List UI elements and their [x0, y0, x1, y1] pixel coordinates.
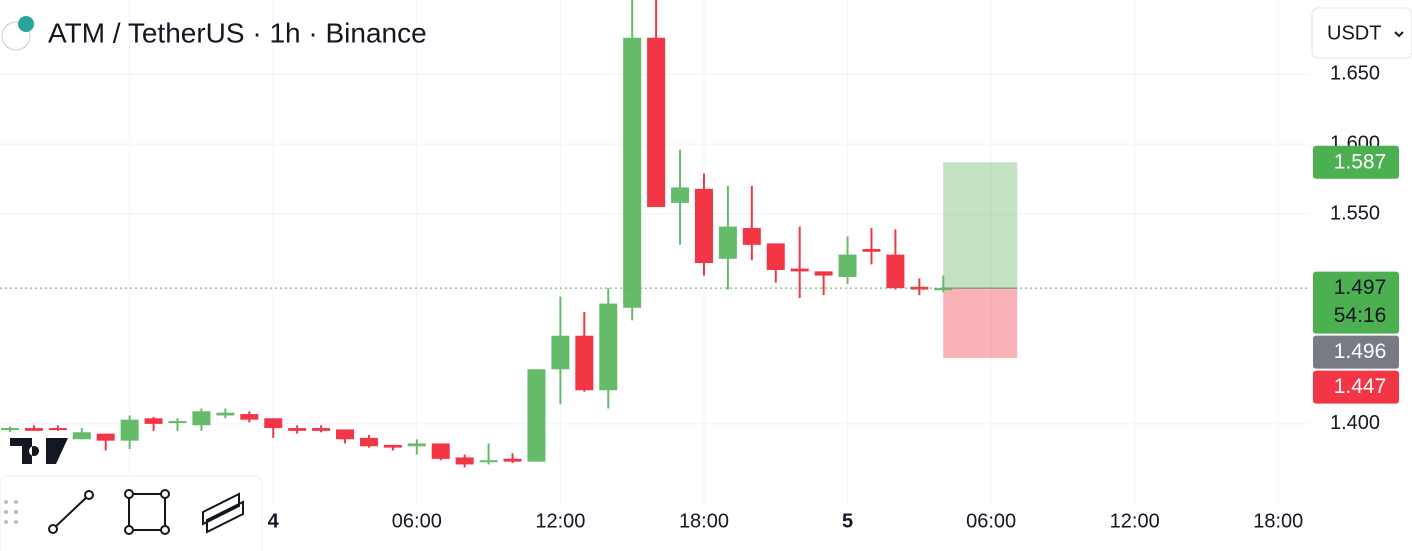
candle-body [359, 437, 378, 447]
price-label: 1.496 [1334, 340, 1387, 363]
candle-body [72, 432, 91, 440]
x-tick-label: 06:00 [392, 510, 442, 532]
candle-body [383, 444, 402, 448]
candle-body [934, 288, 953, 291]
candle-body [120, 419, 139, 441]
candle-body [527, 369, 546, 462]
candle-body [838, 254, 857, 277]
chart-title: ATM / TetherUS · 1h · Binance [48, 17, 427, 48]
drawing-toolbar [0, 475, 263, 551]
candle-body [862, 249, 881, 252]
candle-body [312, 428, 331, 431]
candle-body [790, 268, 809, 272]
price-label-box [1313, 370, 1399, 404]
candle-body [814, 271, 833, 276]
x-tick-label: 5 [842, 510, 853, 532]
tv-logo [10, 438, 68, 464]
candle-body [694, 188, 713, 263]
candle-body [407, 443, 426, 447]
y-tick-label: 1.400 [1330, 412, 1380, 434]
candle-body [48, 428, 67, 431]
price-label-box [1313, 271, 1399, 334]
currency-label[interactable]: USDT [1327, 22, 1381, 44]
line-tool[interactable] [48, 490, 94, 534]
candle-body [455, 457, 474, 465]
candle-body [671, 187, 690, 203]
candle-body [766, 243, 785, 270]
target-zone [943, 162, 1018, 289]
price-label: 1.587 [1334, 150, 1387, 173]
candle-body [599, 303, 618, 391]
candle-body [336, 429, 355, 440]
price-label-box [1313, 145, 1399, 179]
currency-button[interactable] [1311, 7, 1412, 59]
candle-body [144, 418, 163, 424]
candle-body [742, 228, 761, 245]
candle-body [168, 421, 187, 424]
x-tick-label: 06:00 [966, 510, 1016, 532]
candle-body [288, 428, 307, 431]
price-label: 1.447 [1334, 375, 1387, 398]
stop-zone [943, 288, 1018, 359]
candle-body [623, 37, 642, 308]
candle-body [551, 335, 570, 370]
price-label: 1.497 [1334, 276, 1387, 299]
candle-body [1, 428, 19, 431]
candle-body [264, 418, 283, 429]
price-label-box [1313, 335, 1399, 369]
candle-body [240, 414, 259, 420]
candle-body [96, 433, 115, 441]
candle-body [192, 411, 211, 426]
x-tick-label: 12:00 [1110, 510, 1160, 532]
candle-body [431, 443, 450, 459]
y-tick-label: 1.650 [1330, 62, 1380, 84]
x-tick-label: 4 [268, 510, 280, 532]
candle-body [479, 460, 498, 463]
candle-body [647, 37, 666, 208]
countdown-label: 54:16 [1334, 304, 1387, 327]
candle-body [886, 254, 905, 289]
dropdown-arrow [1394, 31, 1404, 38]
x-tick-label: 18:00 [679, 510, 729, 532]
candle-body [24, 428, 43, 431]
candle-body [503, 458, 522, 462]
candle-body [910, 286, 929, 290]
candle-body [575, 335, 594, 391]
x-tick-label: 12:00 [535, 510, 585, 532]
y-tick-label: 1.550 [1330, 202, 1380, 224]
x-tick-label: 18:00 [1253, 510, 1303, 532]
channel-tool[interactable] [202, 492, 244, 534]
exchange-icon [18, 16, 34, 32]
rectangle-tool[interactable] [124, 489, 170, 535]
candle-body [216, 412, 235, 416]
candle-body [718, 226, 737, 259]
